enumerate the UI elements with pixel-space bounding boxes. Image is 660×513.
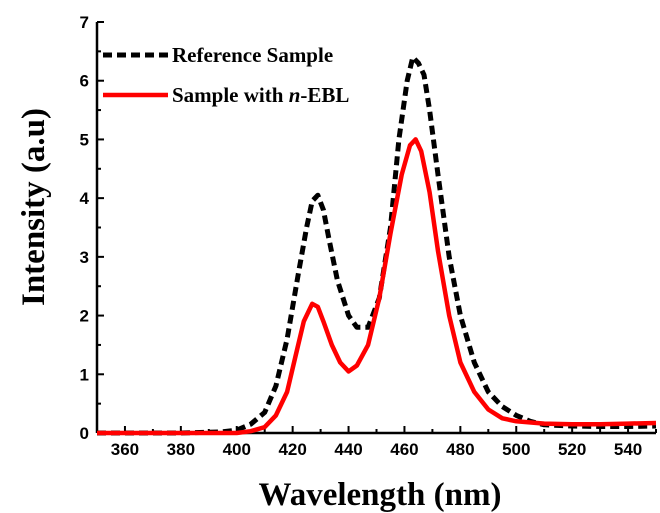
x-tick-label: 400 — [223, 440, 251, 459]
x-ticks: 360 380 400 420 440 460 480 500 520 540 — [96, 426, 657, 459]
x-tick-label: 440 — [334, 440, 362, 459]
legend-label: Reference Sample — [172, 43, 333, 67]
y-tick-label: 0 — [80, 424, 89, 443]
legend: Reference Sample Sample with n-EBL — [103, 43, 349, 107]
x-axis-title: Wavelength (nm) — [259, 477, 502, 513]
y-axis-title: Intensity (a.u) — [16, 108, 52, 306]
x-tick-label: 380 — [167, 440, 195, 459]
x-tick-label: 460 — [390, 440, 418, 459]
y-tick-label: 4 — [80, 189, 90, 208]
y-tick-label: 1 — [80, 365, 89, 384]
reference-sample-line — [97, 54, 657, 436]
x-tick-label: 480 — [446, 440, 474, 459]
y-tick-label: 3 — [80, 248, 89, 267]
series-layer — [97, 54, 657, 436]
legend-label: Sample with n-EBL — [172, 83, 349, 107]
x-tick-label: 520 — [558, 440, 586, 459]
x-tick-label: 360 — [111, 440, 139, 459]
y-tick-label: 6 — [80, 72, 89, 91]
y-tick-label: 7 — [80, 13, 89, 32]
y-tick-label: 5 — [80, 130, 89, 149]
x-tick-label: 420 — [278, 440, 306, 459]
y-tick-label: 2 — [80, 307, 89, 326]
x-tick-label: 500 — [502, 440, 530, 459]
y-ticks: 0 1 2 3 4 5 6 7 — [80, 13, 104, 443]
x-tick-label: 540 — [614, 440, 642, 459]
n-ebl-sample-line — [97, 137, 657, 436]
